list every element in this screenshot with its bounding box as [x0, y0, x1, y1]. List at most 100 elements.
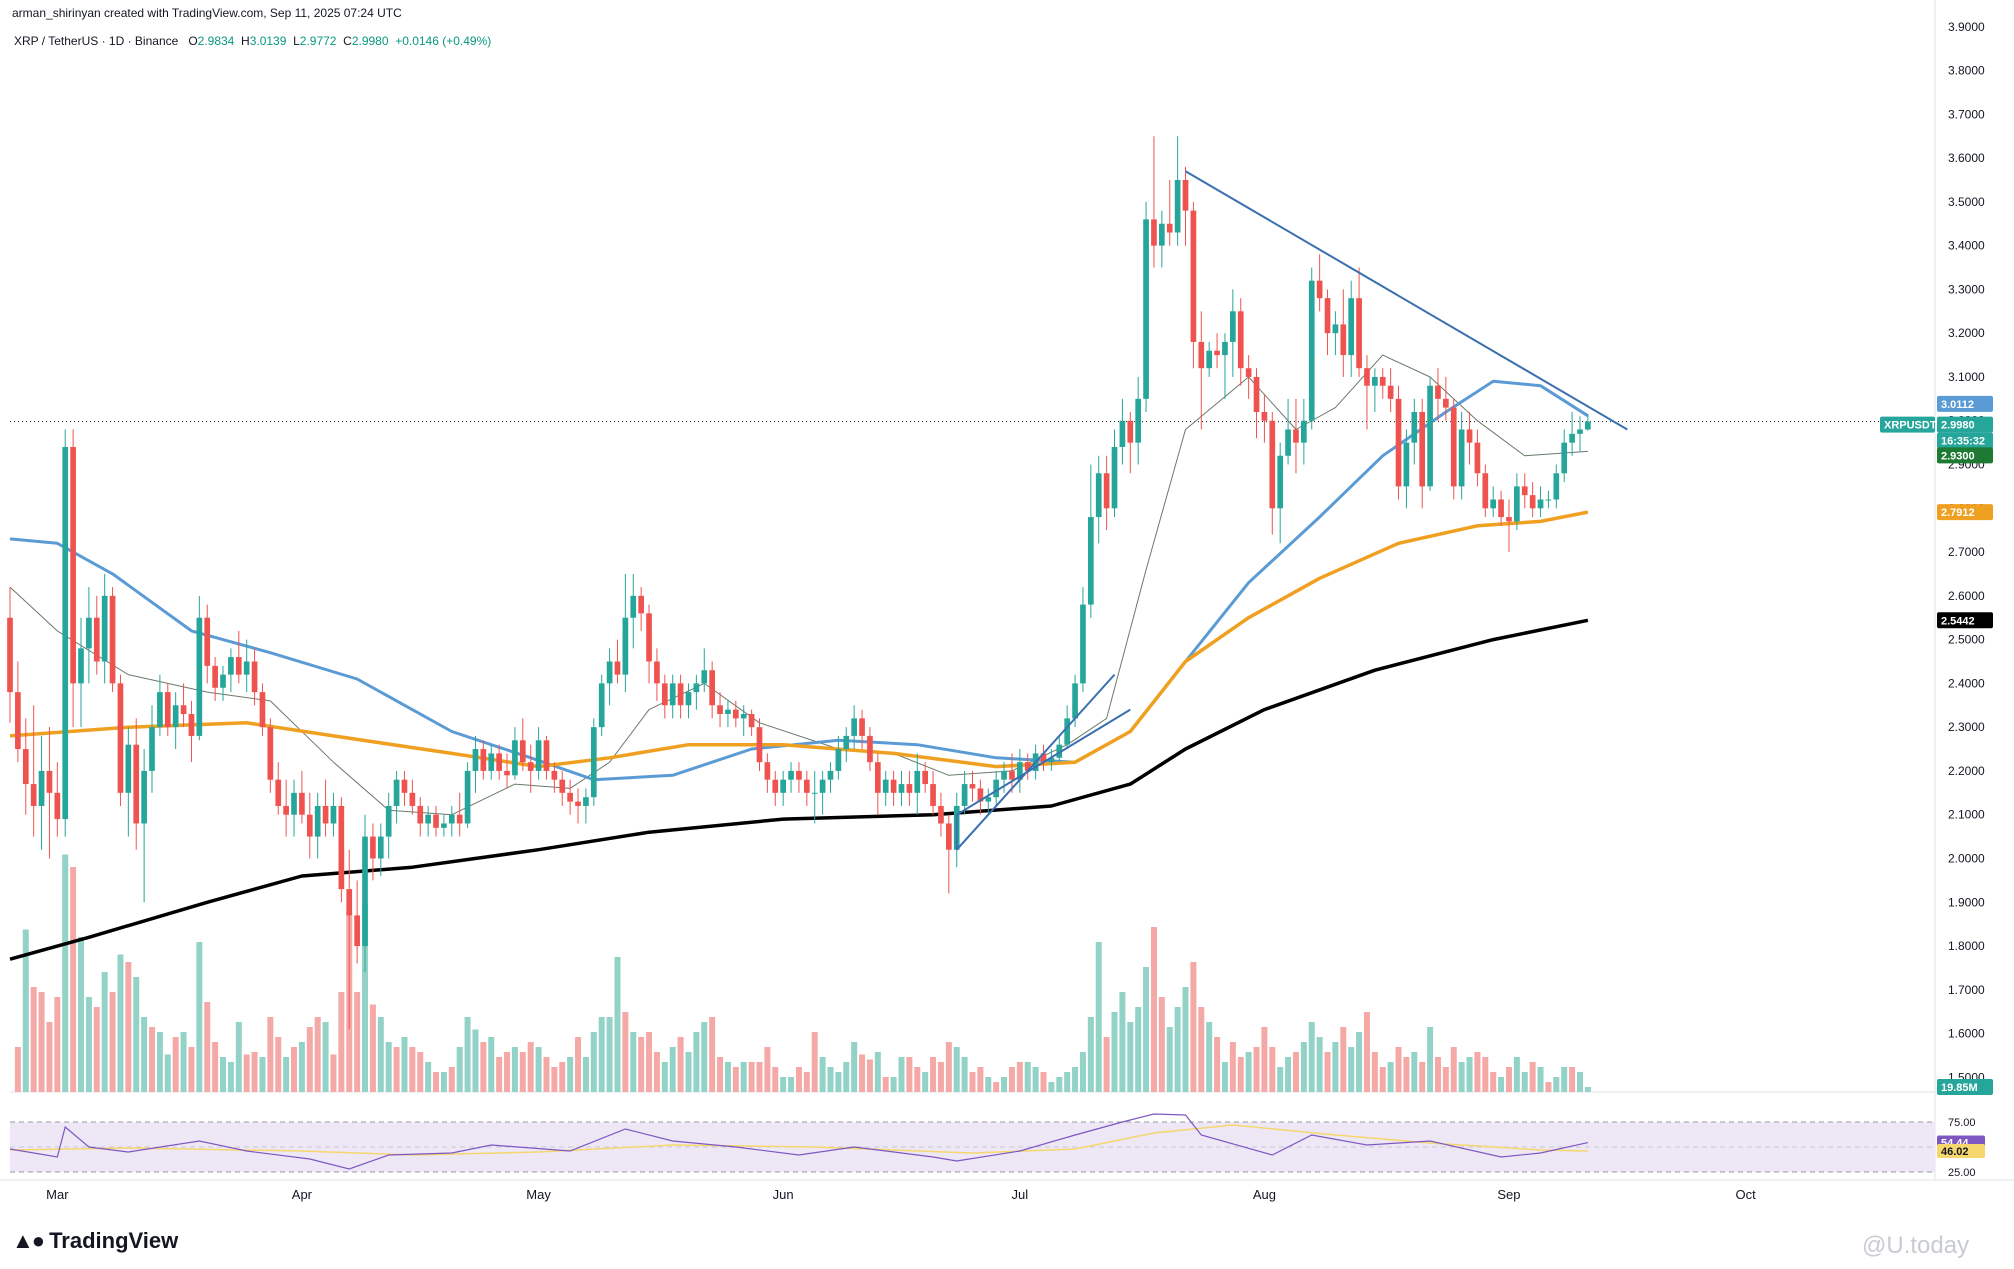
candle-body: [1301, 420, 1307, 443]
candle-body: [985, 797, 992, 802]
candle: [890, 770, 897, 806]
candle-body: [46, 770, 53, 793]
candle: [504, 753, 510, 789]
candle: [1182, 166, 1189, 246]
candle: [717, 692, 723, 728]
candle: [1569, 411, 1575, 456]
volume-bar: [1001, 1077, 1008, 1092]
tradingview-logo[interactable]: ▲● TradingView: [12, 1228, 178, 1254]
candle: [1340, 289, 1347, 377]
price-axis-tag-label: 16:35:32: [1941, 436, 1985, 448]
volume-bar: [1269, 1047, 1276, 1092]
candle-body: [1253, 376, 1260, 412]
candle-body: [314, 805, 321, 837]
candle: [1151, 136, 1157, 268]
candle-body: [630, 595, 637, 618]
candle-body: [859, 718, 865, 736]
symbol-name[interactable]: XRP / TetherUS · 1D · Binance: [14, 34, 179, 48]
candle: [638, 587, 644, 631]
volume-bar: [1206, 1022, 1213, 1092]
candle: [1332, 311, 1339, 356]
candle: [346, 849, 353, 1030]
candle-body: [299, 792, 305, 815]
candle-body: [346, 889, 353, 916]
candle-body: [1387, 385, 1394, 399]
volume-bar: [1087, 1017, 1094, 1092]
candle: [859, 709, 865, 750]
candle-body: [819, 779, 826, 793]
price-axis-tag-label: 2.9300: [1941, 450, 1975, 462]
volume-bar: [1316, 1037, 1323, 1092]
volume-bar: [1371, 1052, 1378, 1092]
candle: [109, 587, 116, 693]
candle-body: [15, 692, 21, 750]
volume-bar: [212, 1042, 219, 1092]
candle: [630, 573, 637, 649]
y-tick-label: 2.2000: [1948, 764, 1985, 778]
volume-bar: [922, 1072, 929, 1092]
volume-bar: [1356, 1032, 1363, 1092]
candle: [1127, 411, 1134, 474]
volume-bar: [851, 1042, 858, 1092]
candle: [93, 595, 100, 675]
volume-bar: [227, 1062, 234, 1092]
candle: [314, 792, 321, 859]
volume-bar: [582, 1057, 589, 1092]
volume-bar: [1474, 1052, 1481, 1092]
candle-body: [1561, 442, 1568, 474]
candle: [874, 753, 881, 815]
candle: [1301, 398, 1307, 465]
volume-bar: [204, 1002, 211, 1092]
candle-body: [1009, 770, 1015, 780]
candle: [78, 617, 84, 728]
volume-bar: [1324, 1052, 1331, 1092]
candle: [1009, 753, 1015, 793]
volume-bar: [1553, 1077, 1560, 1092]
candle: [1222, 333, 1228, 399]
candle: [1253, 368, 1260, 439]
utoday-watermark: @U.today: [1862, 1232, 1970, 1259]
candle: [15, 661, 21, 763]
candle-body: [543, 740, 550, 771]
candle: [330, 792, 337, 837]
volume-bar: [1419, 1062, 1426, 1092]
candle-body: [1466, 429, 1473, 443]
candle: [283, 779, 289, 837]
candle-body: [1230, 311, 1236, 342]
candle-body: [1001, 770, 1007, 780]
volume-bar: [748, 1062, 755, 1092]
x-tick-label: Aug: [1253, 1187, 1276, 1202]
candle: [22, 718, 29, 815]
candle: [172, 692, 179, 750]
candle-body: [338, 805, 345, 890]
volume-bar: [480, 1042, 487, 1092]
candle: [448, 805, 455, 837]
chart-credit: arman_shirinyan created with TradingView…: [12, 6, 402, 20]
candle-body: [30, 784, 37, 806]
candle-body: [638, 595, 644, 614]
volume-bar: [1214, 1037, 1221, 1092]
candle-body: [551, 770, 558, 780]
candle-body: [472, 749, 479, 771]
y-tick-label: 1.7000: [1948, 983, 1985, 997]
volume-bar: [693, 1032, 700, 1092]
volume-bar: [1569, 1067, 1576, 1092]
candle-body: [101, 595, 108, 662]
x-tick-label: Sep: [1497, 1187, 1520, 1202]
candle-body: [172, 705, 179, 728]
candle: [1427, 376, 1433, 491]
volume-bar: [1387, 1062, 1394, 1092]
volume-bar: [985, 1077, 992, 1092]
candle: [1435, 368, 1441, 421]
volume-bar: [661, 1062, 668, 1092]
candle-body: [322, 805, 329, 824]
candle: [1103, 455, 1110, 531]
candle: [590, 718, 597, 806]
candle: [1585, 414, 1591, 431]
candle: [756, 718, 763, 771]
candle: [583, 788, 589, 824]
symbol-legend: XRP / TetherUS · 1D · Binance O2.9834 H3…: [14, 34, 491, 48]
volume-bar: [125, 962, 132, 1092]
price-axis-tag-label: XRPUSDT: [1884, 420, 1937, 432]
